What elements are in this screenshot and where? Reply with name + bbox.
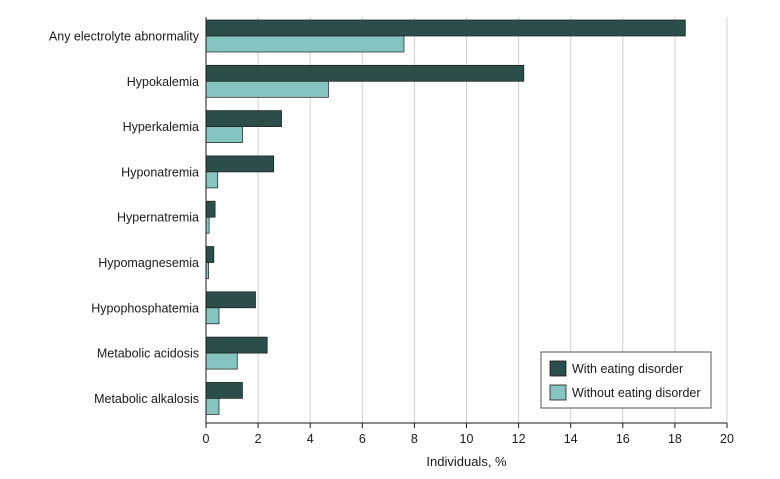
category-labels: Any electrolyte abnormality Hypokalemia Hy… bbox=[49, 30, 200, 406]
bar-metabolic-alkalosis-without-eating-disorder bbox=[205, 398, 220, 415]
bar-any-electrolyte-abnormality-with-eating-disorder bbox=[205, 19, 686, 37]
x-tick-label-20: 20 bbox=[720, 432, 734, 446]
x-tick-label-16: 16 bbox=[616, 432, 630, 446]
bar-hyponatremia-with-eating-disorder bbox=[205, 155, 275, 173]
bar-hypokalemia-with-eating-disorder bbox=[205, 64, 525, 82]
legend-swatch-without-eating-disorder bbox=[549, 384, 567, 401]
category-label-hypernatremia: Hypernatremia bbox=[117, 211, 199, 225]
bar-metabolic-alkalosis-with-eating-disorder bbox=[205, 382, 243, 399]
bar-hypophosphatemia-with-eating-disorder bbox=[205, 291, 256, 309]
category-label-hypokalemia: Hypokalemia bbox=[127, 75, 199, 89]
bar-metabolic-acidosis-without-eating-disorder bbox=[205, 352, 238, 370]
category-label-hyponatremia: Hyponatremia bbox=[121, 165, 199, 179]
x-tick-label-8: 8 bbox=[411, 432, 418, 446]
x-tick-label-2: 2 bbox=[255, 432, 262, 446]
bar-hyperkalemia-with-eating-disorder bbox=[205, 110, 282, 127]
tick-labels: 0 2 4 6 8 10 12 14 16 18 20 bbox=[203, 432, 734, 446]
x-axis-title: Individuals, % bbox=[426, 454, 507, 469]
x-tick-label-18: 18 bbox=[668, 432, 682, 446]
axes bbox=[205, 17, 728, 428]
bar-hypernatremia-with-eating-disorder bbox=[205, 200, 216, 218]
x-tick-label-4: 4 bbox=[307, 432, 314, 446]
x-tick-label-6: 6 bbox=[359, 432, 366, 446]
bar-hyperkalemia-without-eating-disorder bbox=[205, 126, 243, 143]
bar-metabolic-acidosis-with-eating-disorder bbox=[205, 336, 268, 354]
x-tick-label-14: 14 bbox=[564, 432, 578, 446]
legend: With eating disorder Without eating diso… bbox=[540, 351, 712, 409]
x-tick-label-10: 10 bbox=[460, 432, 474, 446]
legend-label-with-eating-disorder: With eating disorder bbox=[572, 362, 683, 376]
legend-label-without-eating-disorder: Without eating disorder bbox=[572, 386, 701, 400]
category-label-hyperkalemia: Hyperkalemia bbox=[123, 120, 199, 134]
bar-hypophosphatemia-without-eating-disorder bbox=[205, 307, 220, 325]
x-tick-label-12: 12 bbox=[512, 432, 526, 446]
bars bbox=[205, 19, 686, 415]
category-label-metabolic-alkalosis: Metabolic alkalosis bbox=[94, 392, 199, 406]
legend-swatch-with-eating-disorder bbox=[549, 360, 567, 377]
category-label-metabolic-acidosis: Metabolic acidosis bbox=[97, 347, 199, 361]
x-tick-label-0: 0 bbox=[203, 432, 210, 446]
bar-hypomagnesemia-with-eating-disorder bbox=[205, 246, 215, 263]
category-label-any-electrolyte-abnormality: Any electrolyte abnormality bbox=[49, 30, 200, 44]
bar-hypokalemia-without-eating-disorder bbox=[205, 80, 329, 98]
bar-hyponatremia-without-eating-disorder bbox=[205, 171, 219, 189]
bar-any-electrolyte-abnormality-without-eating-disorder bbox=[205, 35, 405, 53]
legend-box bbox=[540, 351, 712, 409]
category-label-hypophosphatemia: Hypophosphatemia bbox=[91, 301, 199, 315]
category-label-hypomagnesemia: Hypomagnesemia bbox=[98, 256, 199, 270]
